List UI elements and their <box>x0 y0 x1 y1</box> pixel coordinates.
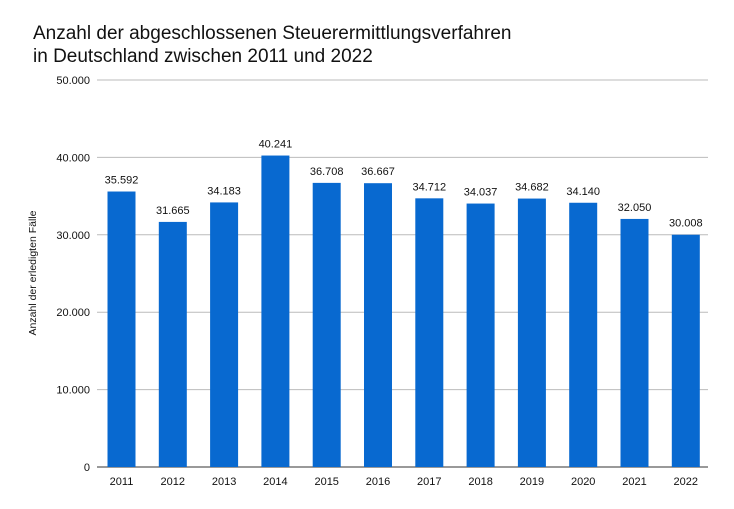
data-label-2020: 34.140 <box>566 186 600 198</box>
x-tick-label: 2011 <box>110 476 134 488</box>
bar-2015 <box>312 182 341 468</box>
data-label-2019: 34.682 <box>515 182 549 194</box>
x-tick-label: 2019 <box>520 476 544 488</box>
data-label-2017: 34.712 <box>412 181 446 193</box>
bar-2017 <box>415 198 444 468</box>
y-tick-label: 40.000 <box>56 152 90 164</box>
y-tick-label: 30.000 <box>56 230 90 242</box>
x-tick-label: 2016 <box>366 476 390 488</box>
bar-2020 <box>569 202 598 467</box>
data-label-2013: 34.183 <box>207 185 241 197</box>
x-tick-label: 2020 <box>571 476 595 488</box>
bar-2018 <box>466 203 495 467</box>
y-tick-label: 20.000 <box>56 307 90 319</box>
data-label-2012: 31.665 <box>156 205 190 217</box>
x-tick-label: 2021 <box>622 476 646 488</box>
y-tick-label: 10.000 <box>56 385 90 397</box>
bar-2012 <box>158 221 187 467</box>
y-tick-label: 0 <box>84 462 90 474</box>
y-axis-label: Anzahl der erledigten Fälle <box>27 210 39 335</box>
data-label-2014: 40.241 <box>259 139 293 151</box>
data-label-2016: 36.667 <box>361 166 395 178</box>
x-tick-label: 2015 <box>314 476 338 488</box>
data-label-2018: 34.037 <box>464 187 498 199</box>
bar-2021 <box>620 218 649 467</box>
x-tick-label: 2018 <box>468 476 492 488</box>
data-label-2021: 32.050 <box>618 202 652 214</box>
bar-2011 <box>107 191 136 467</box>
x-tick-label: 2014 <box>263 476 287 488</box>
chart-title: Anzahl der abgeschlossenen Steuerermittl… <box>33 23 512 67</box>
bar-2019 <box>517 198 546 467</box>
bar-2013 <box>210 202 239 467</box>
data-label-2011: 35.592 <box>105 175 139 187</box>
x-tick-label: 2017 <box>417 476 441 488</box>
x-tick-label: 2022 <box>674 476 698 488</box>
x-tick-label: 2012 <box>161 476 185 488</box>
y-tick-label: 50.000 <box>56 75 90 87</box>
bar-2016 <box>364 183 392 467</box>
data-label-2015: 36.708 <box>310 166 344 178</box>
data-label-2022: 30.008 <box>669 218 703 230</box>
x-tick-label: 2013 <box>212 476 236 488</box>
bar-2022 <box>671 234 700 467</box>
bar-2014 <box>261 155 290 467</box>
